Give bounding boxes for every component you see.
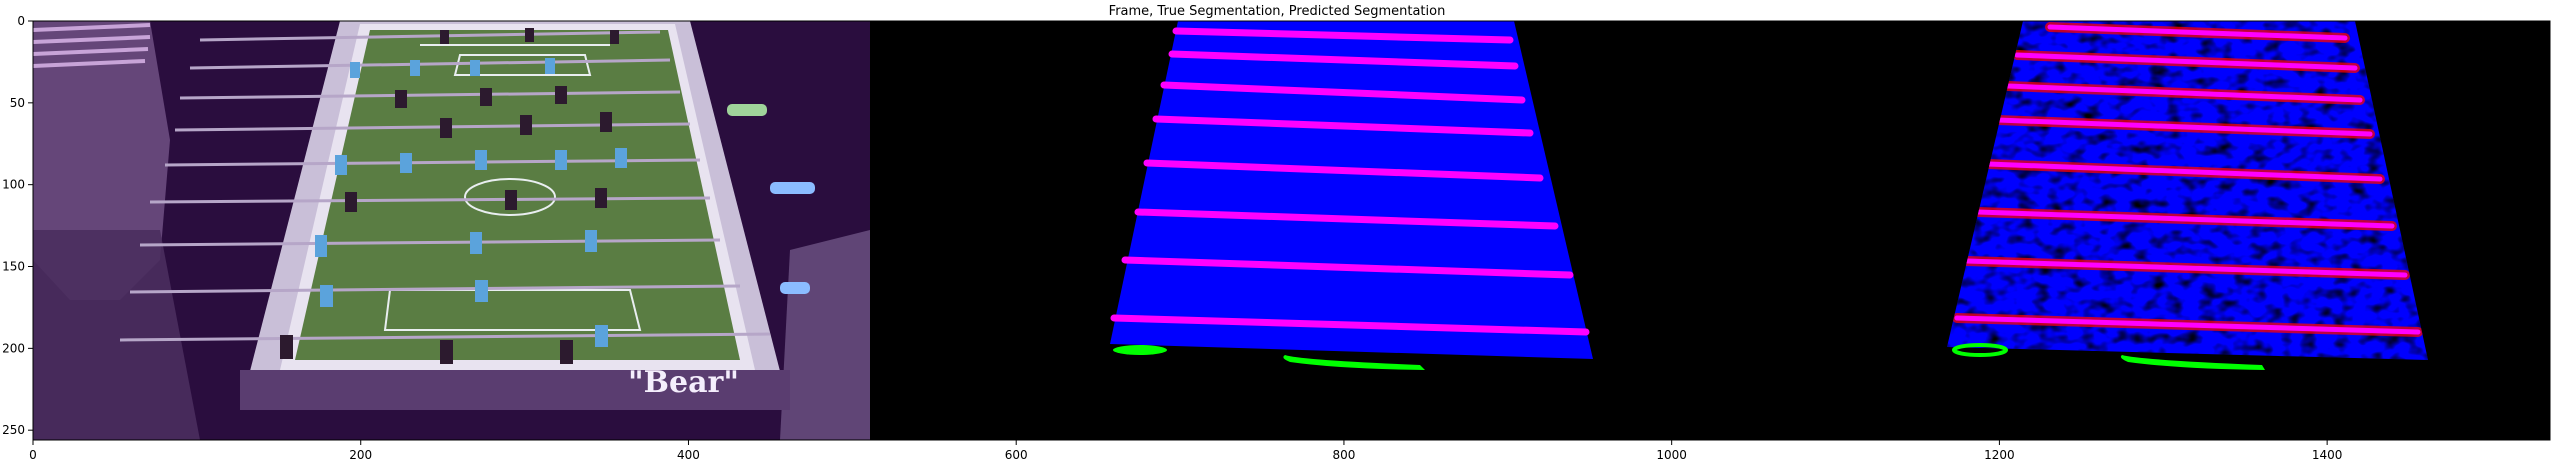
right-player (780, 230, 870, 440)
x-tick-label: 800 (1332, 448, 1355, 462)
y-tick-label: 250 (2, 423, 25, 437)
true-segmentation-panel (870, 21, 1710, 440)
y-tick-label: 100 (2, 178, 25, 192)
rod-handles (727, 104, 815, 294)
field-markings (383, 44, 642, 331)
x-tick-label: 400 (677, 448, 700, 462)
bear-sign: "Bear" (628, 365, 739, 400)
true-seg-field (1110, 21, 1593, 359)
true-seg-rods (1110, 27, 1590, 336)
x-tick-label: 200 (349, 448, 372, 462)
axes-frame (32, 20, 2551, 441)
x-tick-label: 600 (1005, 448, 1028, 462)
x-tick-label: 1200 (1984, 448, 2015, 462)
y-tick-label: 150 (2, 260, 25, 274)
field-surface (295, 30, 740, 360)
table-base (240, 370, 790, 410)
figure-title: Frame, True Segmentation, Predicted Segm… (1108, 4, 1446, 19)
frame-panel: "Bear" (33, 21, 870, 440)
y-axis: 0 50 100 150 200 250 (2, 14, 33, 437)
pred-seg-goals (1952, 343, 2265, 370)
x-axis: 0 200 400 600 800 1000 1200 1400 (29, 440, 2342, 462)
y-tick-label: 50 (10, 96, 25, 110)
striped-shirt (33, 23, 151, 68)
player-figures (280, 28, 627, 364)
x-tick-label: 1400 (2312, 448, 2343, 462)
y-tick-label: 200 (2, 341, 25, 355)
pred-seg-noise (1947, 21, 2428, 360)
x-tick-label: 0 (29, 448, 37, 462)
y-tick-label: 0 (17, 14, 25, 28)
true-seg-goals (1113, 345, 1425, 370)
predicted-segmentation-panel (1710, 21, 2550, 440)
x-tick-label: 1000 (1656, 448, 1687, 462)
pred-seg-rods (1954, 24, 2421, 335)
